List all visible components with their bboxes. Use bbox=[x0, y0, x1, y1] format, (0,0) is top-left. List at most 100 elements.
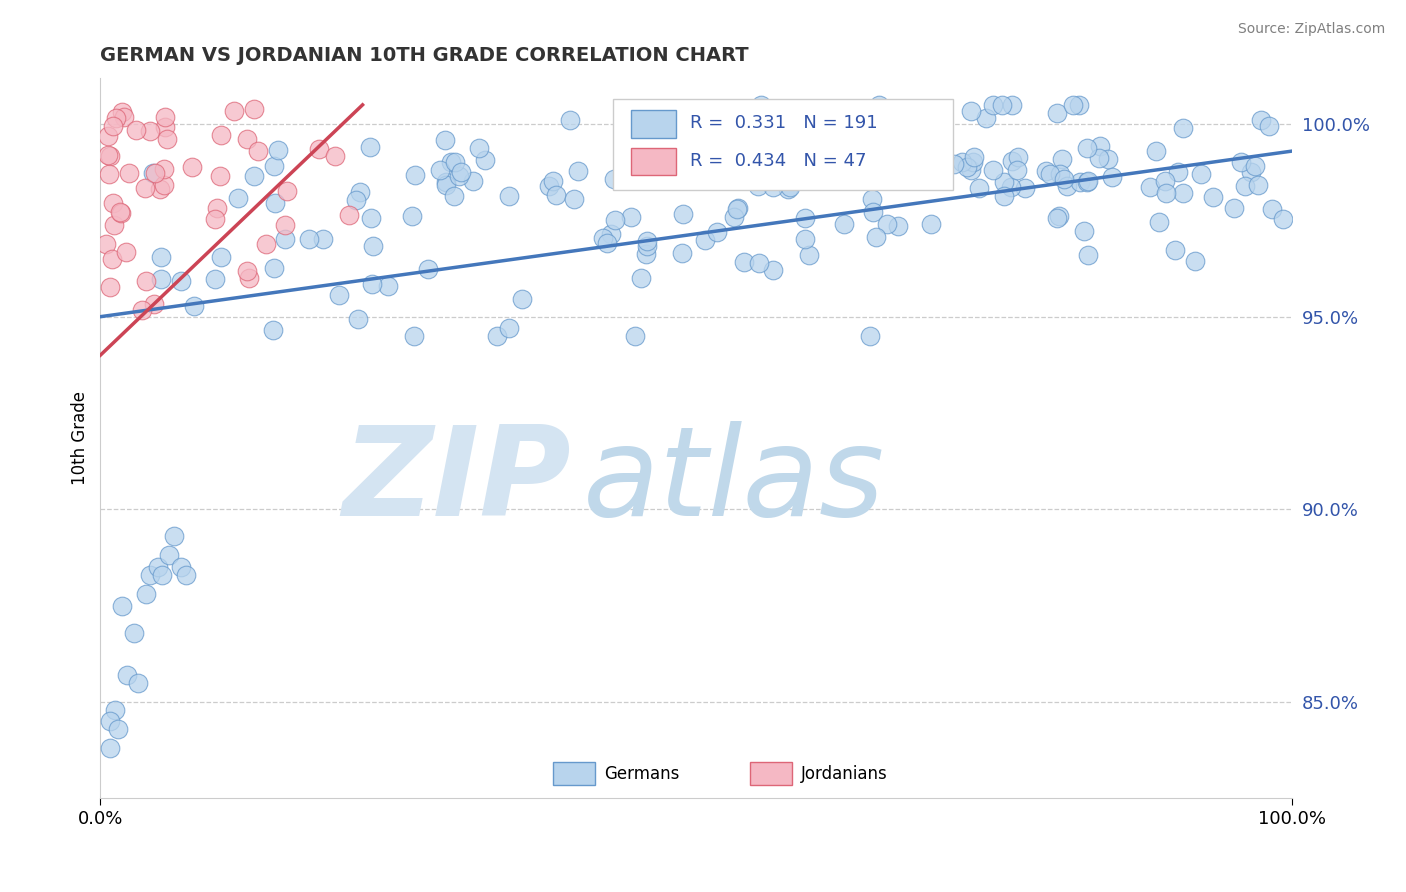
Point bbox=[630, 271, 652, 285]
Point bbox=[474, 153, 496, 168]
Point bbox=[990, 98, 1012, 112]
Y-axis label: 10th Grade: 10th Grade bbox=[72, 391, 89, 485]
Text: Germans: Germans bbox=[605, 764, 681, 782]
Point bbox=[429, 163, 451, 178]
Point bbox=[156, 132, 179, 146]
Point bbox=[498, 320, 520, 334]
FancyBboxPatch shape bbox=[613, 100, 952, 189]
Point bbox=[246, 145, 269, 159]
Point bbox=[1067, 98, 1090, 112]
Point bbox=[149, 182, 172, 196]
Point bbox=[486, 329, 509, 343]
Point bbox=[1062, 98, 1084, 112]
Point bbox=[724, 128, 747, 142]
Point bbox=[780, 156, 803, 170]
Point bbox=[727, 201, 749, 215]
Point bbox=[337, 208, 360, 222]
Point bbox=[1039, 168, 1062, 182]
Point bbox=[762, 262, 785, 277]
Point bbox=[97, 128, 120, 143]
Point bbox=[170, 560, 193, 574]
Point bbox=[1167, 164, 1189, 178]
Point bbox=[143, 166, 166, 180]
Point bbox=[1046, 211, 1069, 226]
Point bbox=[723, 211, 745, 225]
Point bbox=[236, 131, 259, 145]
Point bbox=[359, 140, 381, 154]
Point bbox=[105, 112, 128, 126]
Text: ZIP: ZIP bbox=[343, 421, 571, 541]
Point bbox=[963, 150, 986, 164]
Point bbox=[596, 236, 619, 251]
Point bbox=[1171, 186, 1194, 201]
Point bbox=[981, 98, 1004, 112]
Point bbox=[546, 188, 568, 202]
Point bbox=[153, 178, 176, 192]
Point bbox=[263, 261, 285, 276]
Point bbox=[1053, 172, 1076, 186]
Point bbox=[600, 227, 623, 241]
Point bbox=[1101, 169, 1123, 184]
Point bbox=[602, 172, 624, 186]
Point bbox=[205, 201, 228, 215]
Point bbox=[655, 134, 678, 148]
Point bbox=[960, 103, 983, 118]
Point bbox=[401, 209, 423, 223]
Point bbox=[560, 112, 582, 127]
Point bbox=[443, 188, 465, 202]
Point bbox=[749, 98, 772, 112]
Point bbox=[731, 128, 754, 142]
Point bbox=[103, 196, 125, 211]
Point bbox=[346, 312, 368, 326]
Point bbox=[361, 239, 384, 253]
Point bbox=[1144, 145, 1167, 159]
Point bbox=[447, 169, 470, 184]
Point bbox=[624, 329, 647, 343]
Point bbox=[142, 297, 165, 311]
FancyBboxPatch shape bbox=[553, 762, 595, 785]
Point bbox=[139, 567, 162, 582]
Point bbox=[404, 168, 426, 182]
Point bbox=[636, 167, 658, 181]
Point bbox=[706, 225, 728, 239]
Point bbox=[468, 141, 491, 155]
Point bbox=[204, 272, 226, 286]
Point bbox=[636, 239, 658, 253]
Point bbox=[562, 192, 585, 206]
Point bbox=[869, 146, 891, 161]
Point bbox=[567, 164, 589, 178]
Point bbox=[404, 329, 426, 343]
Point bbox=[886, 168, 908, 182]
Point bbox=[243, 102, 266, 116]
Point bbox=[361, 277, 384, 291]
Point bbox=[762, 179, 785, 194]
Point bbox=[127, 675, 149, 690]
Point bbox=[159, 549, 181, 563]
Point bbox=[433, 133, 456, 147]
Point bbox=[603, 212, 626, 227]
Point bbox=[1049, 167, 1071, 181]
Point bbox=[725, 202, 748, 216]
Point bbox=[862, 204, 884, 219]
Point bbox=[868, 98, 890, 112]
Point bbox=[741, 112, 763, 126]
Point bbox=[967, 180, 990, 194]
Point bbox=[636, 247, 658, 261]
Point bbox=[1014, 181, 1036, 195]
Point bbox=[1047, 210, 1070, 224]
FancyBboxPatch shape bbox=[749, 762, 792, 785]
Point bbox=[377, 279, 399, 293]
Point bbox=[264, 196, 287, 211]
Point bbox=[793, 115, 815, 129]
Point bbox=[135, 274, 157, 288]
Point bbox=[1076, 141, 1098, 155]
Point bbox=[592, 231, 614, 245]
Point bbox=[103, 119, 125, 133]
Point bbox=[797, 248, 820, 262]
Point bbox=[914, 163, 936, 178]
Point bbox=[865, 230, 887, 244]
Point bbox=[1230, 154, 1253, 169]
Point bbox=[828, 153, 851, 168]
Point bbox=[450, 165, 472, 179]
Point bbox=[1243, 159, 1265, 173]
